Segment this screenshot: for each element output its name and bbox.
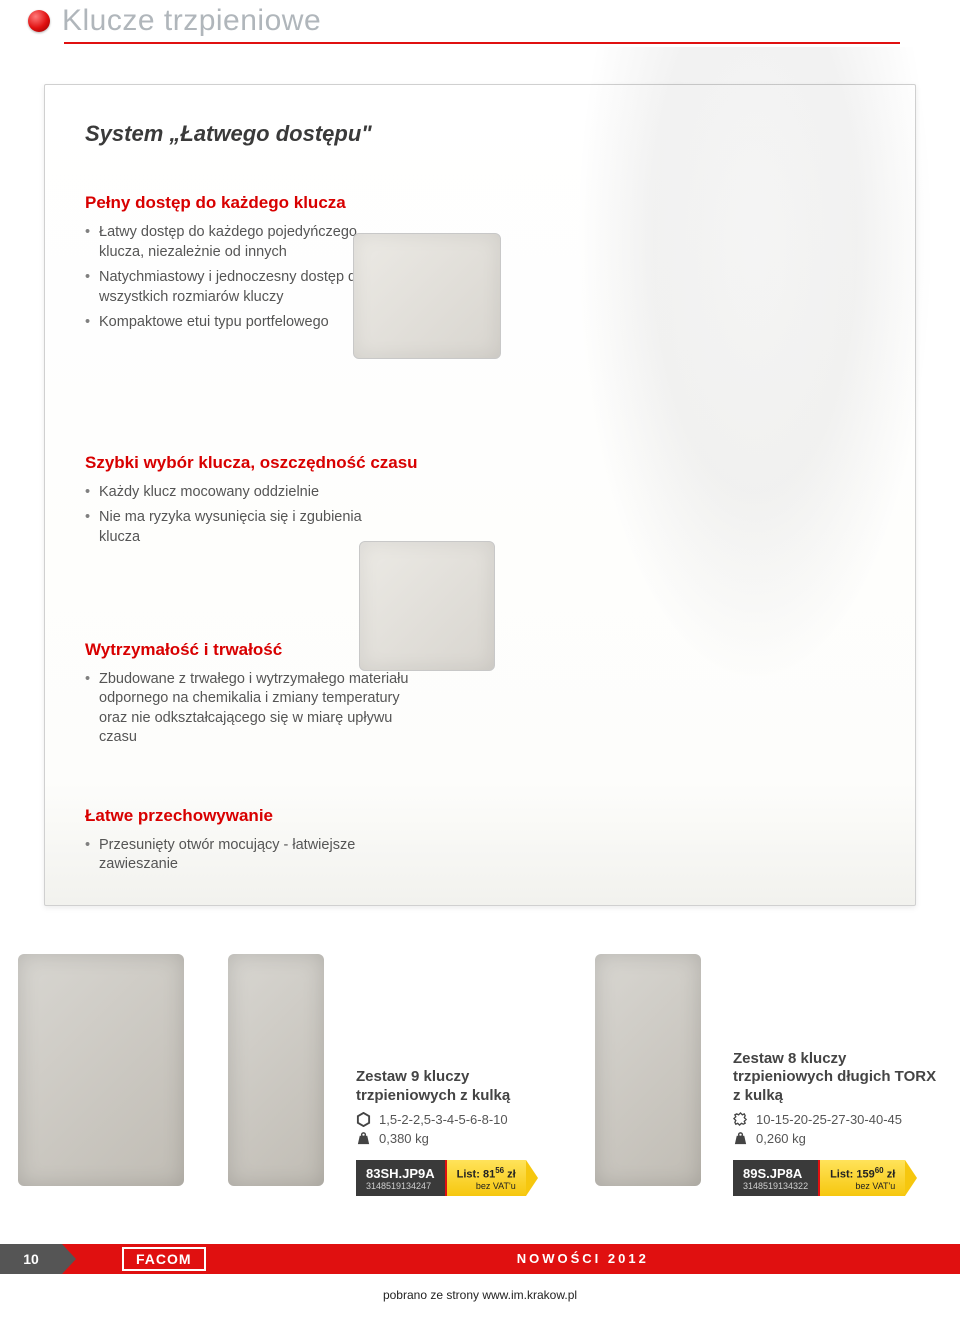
product-row: Zestaw 9 kluczy trzpieniowych z kulką 1,… [0,936,960,1236]
product-price-block: List: 8156 zł bez VAT'u [447,1160,526,1196]
torx-icon [733,1112,748,1127]
price-line: List: 8156 zł [457,1166,516,1181]
section-list: Przesunięty otwór mocujący - łatwiejsze … [85,836,875,875]
thumb-placeholder [228,954,324,1186]
product-price-block: List: 15960 zł bez VAT'u [820,1160,905,1196]
hex-icon [356,1112,371,1127]
section-list: Każdy klucz mocowany oddzielnie Nie ma r… [85,483,875,548]
header-dot-icon [28,10,50,32]
price-int: 81 [483,1169,495,1181]
list-item: Nie ma ryzyka wysunięcia się i zgubienia… [99,508,399,547]
list-item: Zbudowane z trwałego i wytrzymałego mate… [99,670,419,748]
product-card-2: Zestaw 8 kluczy trzpieniowych długich TO… [733,1050,940,1196]
price-vat: bez VAT'u [830,1181,895,1191]
spec-weight: 0,380 kg [356,1131,563,1146]
product-card-1: Zestaw 9 kluczy trzpieniowych z kulką 1,… [356,1068,563,1196]
price-bar: 83SH.JP9A 3148519134247 List: 8156 zł be… [356,1160,563,1196]
weight-value: 0,380 kg [379,1131,429,1146]
section-list: Zbudowane z trwałego i wytrzymałego mate… [85,670,875,748]
price-prefix: List: [457,1169,480,1181]
brand-logo: FACOM [122,1247,206,1271]
section-heading: Pełny dostęp do każdego klucza [85,193,875,213]
product-title: Zestaw 9 kluczy trzpieniowych z kulką [356,1068,563,1106]
weight-icon [733,1131,748,1146]
price-dec: 56 [495,1166,504,1175]
feature-panel: System „Łatwego dostępu" Pełny dostęp do… [44,84,916,906]
list-item: Każdy klucz mocowany oddzielnie [99,483,399,503]
product-ean: 3148519134322 [743,1181,808,1191]
spec-sizes: 1,5-2-2,5-3-4-5-6-8-10 [356,1112,563,1127]
price-prefix: List: [830,1169,853,1181]
product-code: 89S.JP8A [743,1166,808,1181]
panel-title: System „Łatwego dostępu" [85,121,875,147]
footer-title: NOWOŚCI 2012 [206,1251,960,1266]
price-currency: zł [887,1169,896,1181]
product-title: Zestaw 8 kluczy trzpieniowych długich TO… [733,1050,940,1106]
page-header: Klucze trzpieniowe [0,0,960,38]
page-number: 10 [0,1244,62,1274]
weight-icon [356,1131,371,1146]
product-thumb-hand [6,936,196,1196]
thumb-placeholder [595,954,701,1186]
product-thumb-1 [216,936,336,1196]
page-title: Klucze trzpieniowe [62,4,321,38]
price-currency: zł [507,1169,516,1181]
section-heading: Łatwe przechowywanie [85,806,875,826]
spec-weight: 0,260 kg [733,1131,940,1146]
price-dec: 60 [875,1166,884,1175]
product-ean: 3148519134247 [366,1181,435,1191]
price-vat: bez VAT'u [457,1181,516,1191]
header-rule [64,42,900,44]
thumb-placeholder [18,954,184,1186]
price-bar: 89S.JP8A 3148519134322 List: 15960 zł be… [733,1160,940,1196]
footer-subline: pobrano ze strony www.im.krakow.pl [0,1274,960,1310]
section-storage: Łatwe przechowywanie Przesunięty otwór m… [85,806,875,875]
product-code-block: 83SH.JP9A 3148519134247 [356,1160,447,1196]
price-line: List: 15960 zł [830,1166,895,1181]
price-int: 159 [856,1169,874,1181]
list-item: Przesunięty otwór mocujący - łatwiejsze … [99,836,419,875]
product-code: 83SH.JP9A [366,1166,435,1181]
section-quick: Szybki wybór klucza, oszczędność czasu K… [85,453,875,548]
sizes-value: 10-15-20-25-27-30-40-45 [756,1112,902,1127]
figure-access [353,233,501,359]
figure-lock [359,541,495,671]
spec-sizes: 10-15-20-25-27-30-40-45 [733,1112,940,1127]
weight-value: 0,260 kg [756,1131,806,1146]
product-code-block: 89S.JP8A 3148519134322 [733,1160,820,1196]
product-thumb-2 [583,936,713,1196]
section-heading: Szybki wybór klucza, oszczędność czasu [85,453,875,473]
footer-bar: 10 FACOM NOWOŚCI 2012 [0,1244,960,1274]
sizes-value: 1,5-2-2,5-3-4-5-6-8-10 [379,1112,508,1127]
